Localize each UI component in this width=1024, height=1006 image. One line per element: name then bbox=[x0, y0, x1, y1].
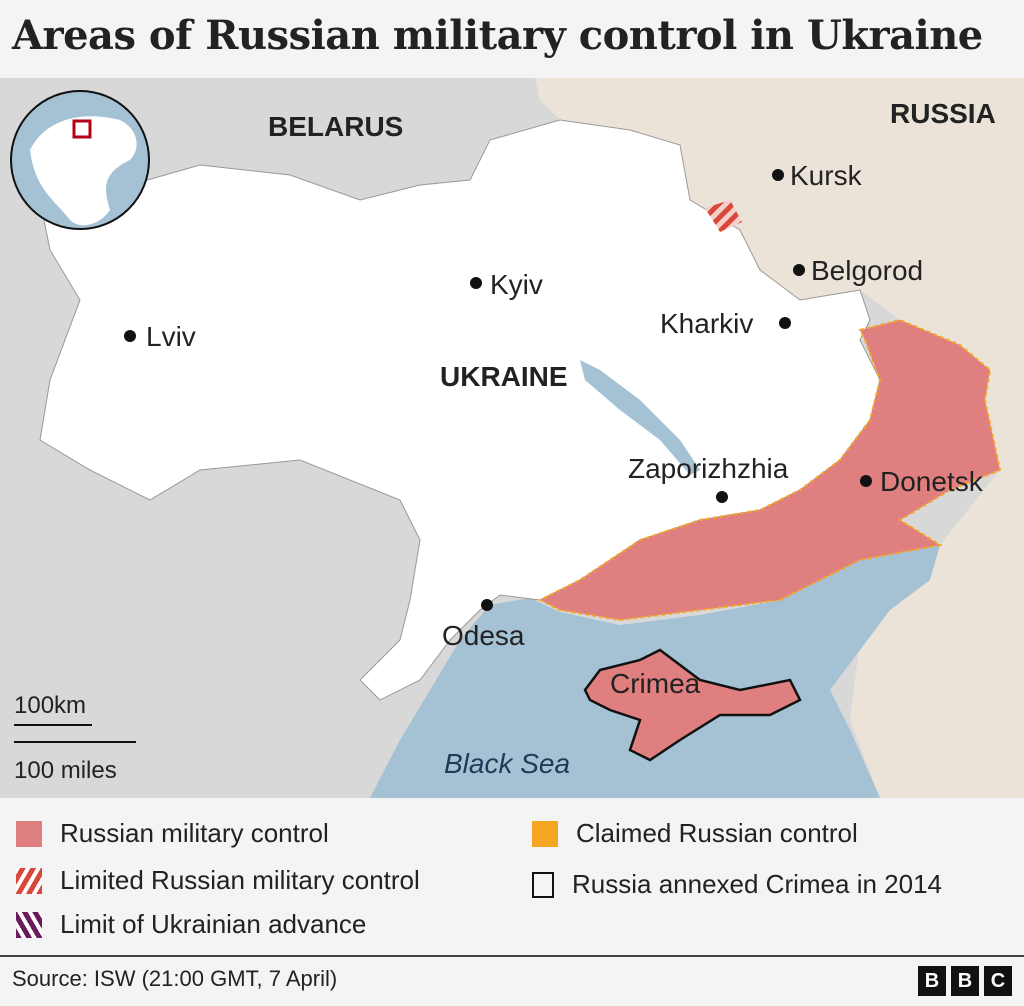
legend-item-ukrainian-advance: Limit of Ukrainian advance bbox=[16, 909, 366, 940]
country-label-belarus: BELARUS bbox=[268, 111, 403, 142]
region-label-crimea: Crimea bbox=[610, 668, 701, 699]
bbc-logo: B B C bbox=[918, 966, 1012, 996]
city-belgorod: Belgorod bbox=[793, 255, 923, 286]
svg-text:Kyiv: Kyiv bbox=[490, 269, 543, 300]
sea-label: Black Sea bbox=[444, 748, 570, 779]
city-kyiv: Kyiv bbox=[470, 269, 543, 300]
legend-item-crimea-annexed: Russia annexed Crimea in 2014 bbox=[532, 869, 942, 900]
svg-text:Odesa: Odesa bbox=[442, 620, 525, 651]
svg-text:Kursk: Kursk bbox=[790, 160, 863, 191]
map: BELARUS RUSSIA UKRAINE Kursk Belgorod Ky… bbox=[0, 78, 1024, 798]
russia-land bbox=[535, 78, 1024, 798]
legend-swatch bbox=[16, 820, 42, 847]
dnipro-reservoir bbox=[580, 360, 700, 475]
city-kharkiv: Kharkiv bbox=[660, 308, 791, 339]
city-kursk: Kursk bbox=[772, 160, 863, 191]
legend-swatch bbox=[16, 867, 42, 894]
svg-text:Donetsk: Donetsk bbox=[880, 466, 984, 497]
crimea bbox=[583, 648, 802, 762]
limited-control-kursk bbox=[705, 200, 742, 232]
map-title: Areas of Russian military control in Ukr… bbox=[12, 12, 983, 59]
svg-text:Kharkiv: Kharkiv bbox=[660, 308, 753, 339]
scale-bar: 100km 100 miles bbox=[14, 692, 136, 784]
locator-globe bbox=[10, 90, 150, 230]
legend: Russian military control Limited Russian… bbox=[0, 798, 1024, 954]
legend-swatch bbox=[16, 911, 42, 938]
legend-item-russian-control: Russian military control bbox=[16, 818, 329, 849]
svg-text:100km: 100km bbox=[14, 692, 86, 719]
country-label-ukraine: UKRAINE bbox=[440, 361, 568, 392]
legend-item-limited-control: Limited Russian military control bbox=[16, 865, 420, 896]
legend-item-claimed-control: Claimed Russian control bbox=[532, 818, 858, 849]
source-note: Source: ISW (21:00 GMT, 7 April) bbox=[12, 966, 338, 991]
country-label-russia: RUSSIA bbox=[890, 98, 996, 129]
svg-text:100 miles: 100 miles bbox=[14, 757, 117, 784]
city-odesa: Odesa bbox=[442, 599, 525, 651]
legend-swatch bbox=[532, 820, 558, 847]
legend-swatch bbox=[532, 871, 554, 898]
svg-text:Lviv: Lviv bbox=[146, 321, 196, 352]
city-zaporizhzhia: Zaporizhzhia bbox=[628, 453, 789, 503]
russian-control-area bbox=[537, 318, 1002, 622]
city-donetsk: Donetsk bbox=[860, 466, 984, 497]
svg-text:Belgorod: Belgorod bbox=[811, 255, 923, 286]
divider bbox=[0, 955, 1024, 957]
city-lviv: Lviv bbox=[124, 321, 196, 352]
svg-text:Zaporizhzhia: Zaporizhzhia bbox=[628, 453, 789, 484]
